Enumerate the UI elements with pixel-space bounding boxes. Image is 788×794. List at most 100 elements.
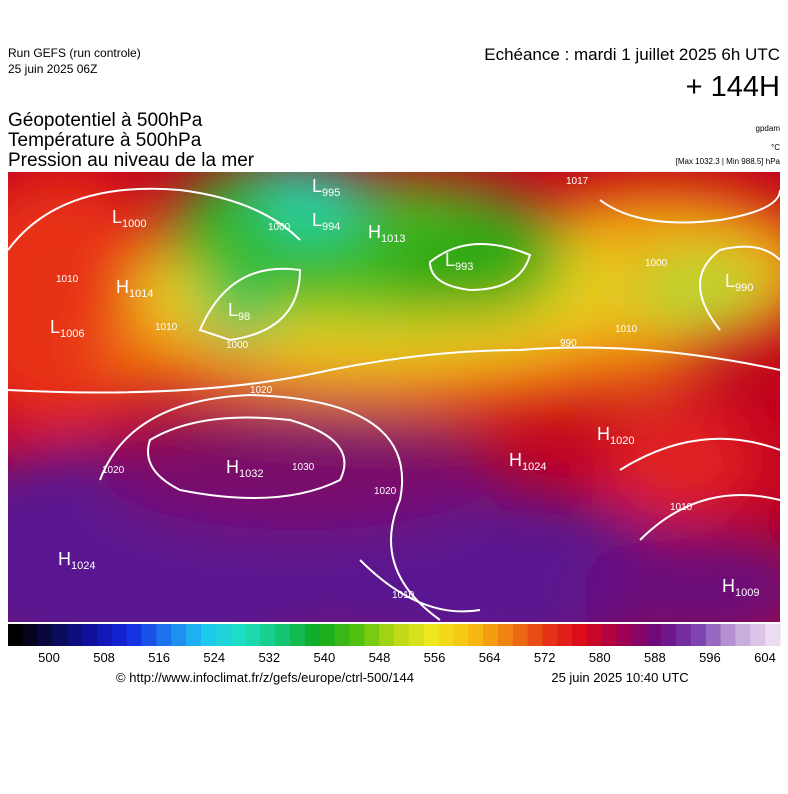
colorbar-swatch [97,624,113,646]
colorbar-swatch [275,624,291,646]
isobar-label: 1020 [374,486,397,497]
colorbar-swatch [260,624,276,646]
colorbar-swatch [557,624,573,646]
center-value: 1013 [381,233,405,245]
center-letter: L [228,300,238,320]
colorbar-swatch [364,624,380,646]
colorbar-label: 500 [38,650,60,665]
center-value: 995 [322,187,340,199]
colorbar-label: 508 [93,650,115,665]
pressure-center: H1013 [368,222,405,245]
isobar-label: 1020 [102,465,125,476]
center-value: 1032 [239,468,263,480]
colorbar-swatch [304,624,321,646]
colorbar-swatch [319,624,336,646]
run-date: 25 juin 2025 06Z [8,62,97,76]
colorbar-label: 524 [203,650,225,665]
colorbar-swatch [527,624,543,646]
center-letter: L [312,176,322,196]
isobar-label: 1010 [56,274,79,285]
colorbar-swatch [587,624,603,646]
isobar-label: 1017 [566,176,589,187]
title: Température à 500hPa [8,130,202,151]
colorbar-swatch [661,624,677,646]
pressure-center: L994 [312,210,340,233]
center-value: 1009 [735,587,759,599]
colorbar-swatch [67,624,83,646]
isobar-label: 1010 [392,590,415,601]
colorbar-swatch [201,624,217,646]
colorbar-swatch [8,624,24,646]
colorbar-swatch [141,624,157,646]
colorbar-label: 540 [314,650,336,665]
isobar-label: 1020 [250,385,273,396]
colorbar-swatch [720,624,736,646]
center-value: 1000 [122,218,146,230]
colorbar-label: 580 [589,650,611,665]
colorbar-swatch [394,624,410,646]
colorbar-label: 516 [148,650,170,665]
pressure-center: H1009 [722,576,759,599]
center-letter: H [226,457,239,477]
center-letter: H [58,549,71,569]
title: Géopotentiel à 500hPa [8,110,203,131]
pressure-center: L1000 [112,207,147,230]
isobar-label: 1000 [226,340,249,351]
colorbar-label: 556 [424,650,446,665]
isobar-label: 1000 [268,222,291,233]
pressure-center: H1024 [58,549,95,572]
issued: 25 juin 2025 10:40 UTC [551,670,688,685]
colorbar-swatch [230,624,247,646]
unit: gpdam [756,124,781,133]
lead-time: + 144H [686,71,780,103]
colorbar-swatch [616,624,633,646]
center-value: 994 [322,221,340,233]
colorbar-swatch [705,624,722,646]
colorbar-swatch [542,624,558,646]
colorbar-swatch [765,624,781,646]
colorbar-swatch [735,624,751,646]
colorbar-label: 564 [479,650,501,665]
map [8,172,780,622]
colorbar-swatch [290,624,306,646]
center-letter: L [445,250,455,270]
colorbar-label: 596 [699,650,721,665]
colorbar-swatch [22,624,39,646]
pressure-center: H1014 [116,277,153,300]
center-value: 1014 [129,288,153,300]
center-value: 1024 [71,560,95,572]
colorbar-swatch [572,624,588,646]
center-value: 993 [455,261,473,273]
colorbar-label: 604 [754,650,776,665]
center-letter: H [722,576,735,596]
colorbar-swatch [497,624,514,646]
colorbar-swatch [408,624,425,646]
colorbar-swatch [111,624,128,646]
colorbar-swatch [453,624,469,646]
center-value: 1006 [60,328,84,340]
colorbar-swatch [631,624,647,646]
colorbar-label: 572 [534,650,556,665]
center-letter: L [312,210,322,230]
pressure-center: H1024 [509,450,546,473]
colorbar-swatch [349,624,365,646]
colorbar-swatch [468,624,484,646]
colorbar-swatch [82,624,98,646]
center-letter: H [116,277,129,297]
run: Run GEFS (run controle) [8,46,141,60]
colorbar-label: 588 [644,650,666,665]
colorbar-swatch [379,624,395,646]
center-value: 1024 [522,461,546,473]
echeance: Echéance : mardi 1 juillet 2025 6h UTC [484,45,780,64]
source: © http://www.infoclimat.fr/z/gefs/europe… [116,670,414,685]
colorbar-swatch [171,624,187,646]
center-letter: H [597,424,610,444]
center-value: 98 [238,311,250,323]
colorbar-label: 532 [258,650,280,665]
colorbar-swatch [423,624,440,646]
colorbar-label: 548 [369,650,391,665]
center-letter: H [368,222,381,242]
isobar-label: 1010 [615,324,638,335]
colorbar-swatch [601,624,618,646]
pressure-center: L995 [312,176,340,199]
